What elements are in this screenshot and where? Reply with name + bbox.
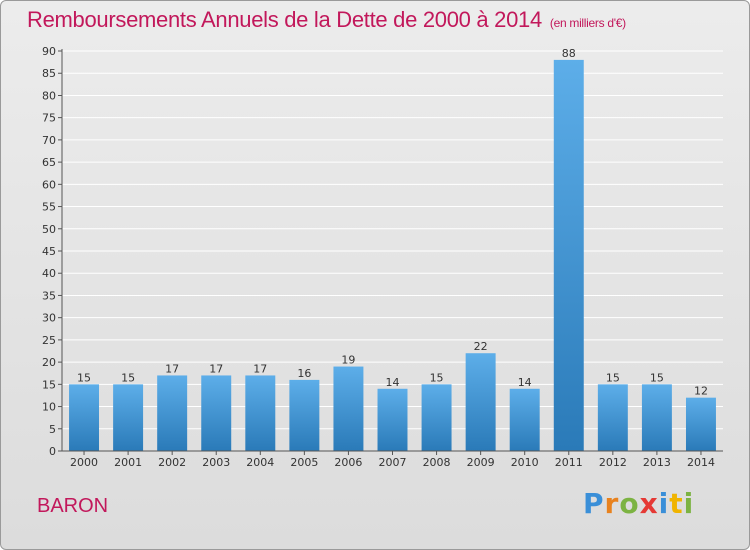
value-label-2001: 15 [121,371,135,384]
logo-letter: P [583,487,605,520]
logo-letter: o [619,487,640,520]
y-tick-label: 25 [42,334,56,347]
bar-2006 [333,366,364,451]
y-tick-label: 75 [42,112,56,125]
chart-title: Remboursements Annuels de la Dette de 20… [27,7,626,33]
bar-2010 [509,388,540,451]
value-label-2009: 22 [474,340,488,353]
bar-2002 [157,375,188,451]
y-tick-label: 50 [42,223,56,236]
bar-2007 [377,388,408,451]
value-label-2013: 15 [650,371,664,384]
chart-unit: (en milliers d'€) [549,16,626,30]
value-label-2000: 15 [77,371,91,384]
y-tick-label: 10 [42,401,56,414]
bar-2011 [553,59,584,452]
y-tick-label: 20 [42,356,56,369]
commune-name: BARON [37,495,109,517]
x-tick-label-2012: 2012 [599,456,627,469]
y-tick-label: 60 [42,178,56,191]
y-tick-label: 5 [49,423,56,436]
bar-2012 [597,384,628,451]
bar-2001 [113,384,144,451]
bar-2014 [685,397,716,451]
y-tick-label: 35 [42,289,56,302]
x-tick-label-2006: 2006 [334,456,362,469]
x-tick-label-2008: 2008 [423,456,451,469]
value-label-2005: 16 [297,367,311,380]
x-tick-label-2011: 2011 [555,456,583,469]
y-axis: 0 5 10 15 20 25 30 35 40 45 50 55 60 65 70 75 80 85 90 [42,45,62,458]
value-label-2003: 17 [209,362,223,375]
axes [61,49,723,452]
x-tick-label-2007: 2007 [379,456,407,469]
x-tick-label-2003: 2003 [202,456,230,469]
y-tick-label: 90 [42,45,56,58]
y-tick-label: 45 [42,245,56,258]
value-label-2007: 14 [386,376,400,389]
bar-2008 [421,384,452,451]
bar-2000 [69,384,100,451]
logo-letter: r [604,487,620,520]
x-axis: 2000 2001 2002 2003 2004 2005 2006 2007 2008 2009… [70,451,715,469]
x-tick-label-2000: 2000 [70,456,98,469]
x-tick-label-2013: 2013 [643,456,671,469]
x-tick-label-2002: 2002 [158,456,186,469]
bar-2009 [465,353,496,451]
logo-letter: i [683,487,695,520]
logo-letter: x [639,487,659,520]
y-tick-label: 65 [42,156,56,169]
x-tick-label-2014: 2014 [687,456,715,469]
bar-2004 [245,375,276,451]
x-tick-label-2009: 2009 [467,456,495,469]
bar-2013 [641,384,672,451]
value-label-2004: 17 [253,362,267,375]
value-label-2010: 14 [518,376,532,389]
bars: 15 15 17 17 17 16 19 14 15 22 14 88 15 15 12 [69,47,716,452]
y-tick-label: 15 [42,378,56,391]
value-label-2011: 88 [562,47,576,60]
grid-lines [62,50,723,430]
logo-letter: i [658,487,670,520]
value-label-2002: 17 [165,362,179,375]
bar-2003 [201,375,232,451]
logo-letter: t [669,487,684,520]
y-tick-label: 30 [42,312,56,325]
x-tick-label-2005: 2005 [290,456,318,469]
x-tick-label-2010: 2010 [511,456,539,469]
value-label-2006: 19 [341,354,355,367]
x-tick-label-2001: 2001 [114,456,142,469]
y-tick-label: 70 [42,134,56,147]
y-tick-label: 55 [42,201,56,214]
chart-title-text: Remboursements Annuels de la Dette de 20… [27,7,542,32]
y-tick-label: 40 [42,267,56,280]
y-tick-label: 0 [49,445,56,458]
y-tick-label: 85 [42,67,56,80]
value-label-2014: 12 [694,385,708,398]
y-tick-label: 80 [42,89,56,102]
proxiti-logo: Proxiti [583,487,694,520]
value-label-2008: 15 [430,371,444,384]
x-tick-label-2004: 2004 [246,456,274,469]
bar-2005 [289,379,320,451]
value-label-2012: 15 [606,371,620,384]
